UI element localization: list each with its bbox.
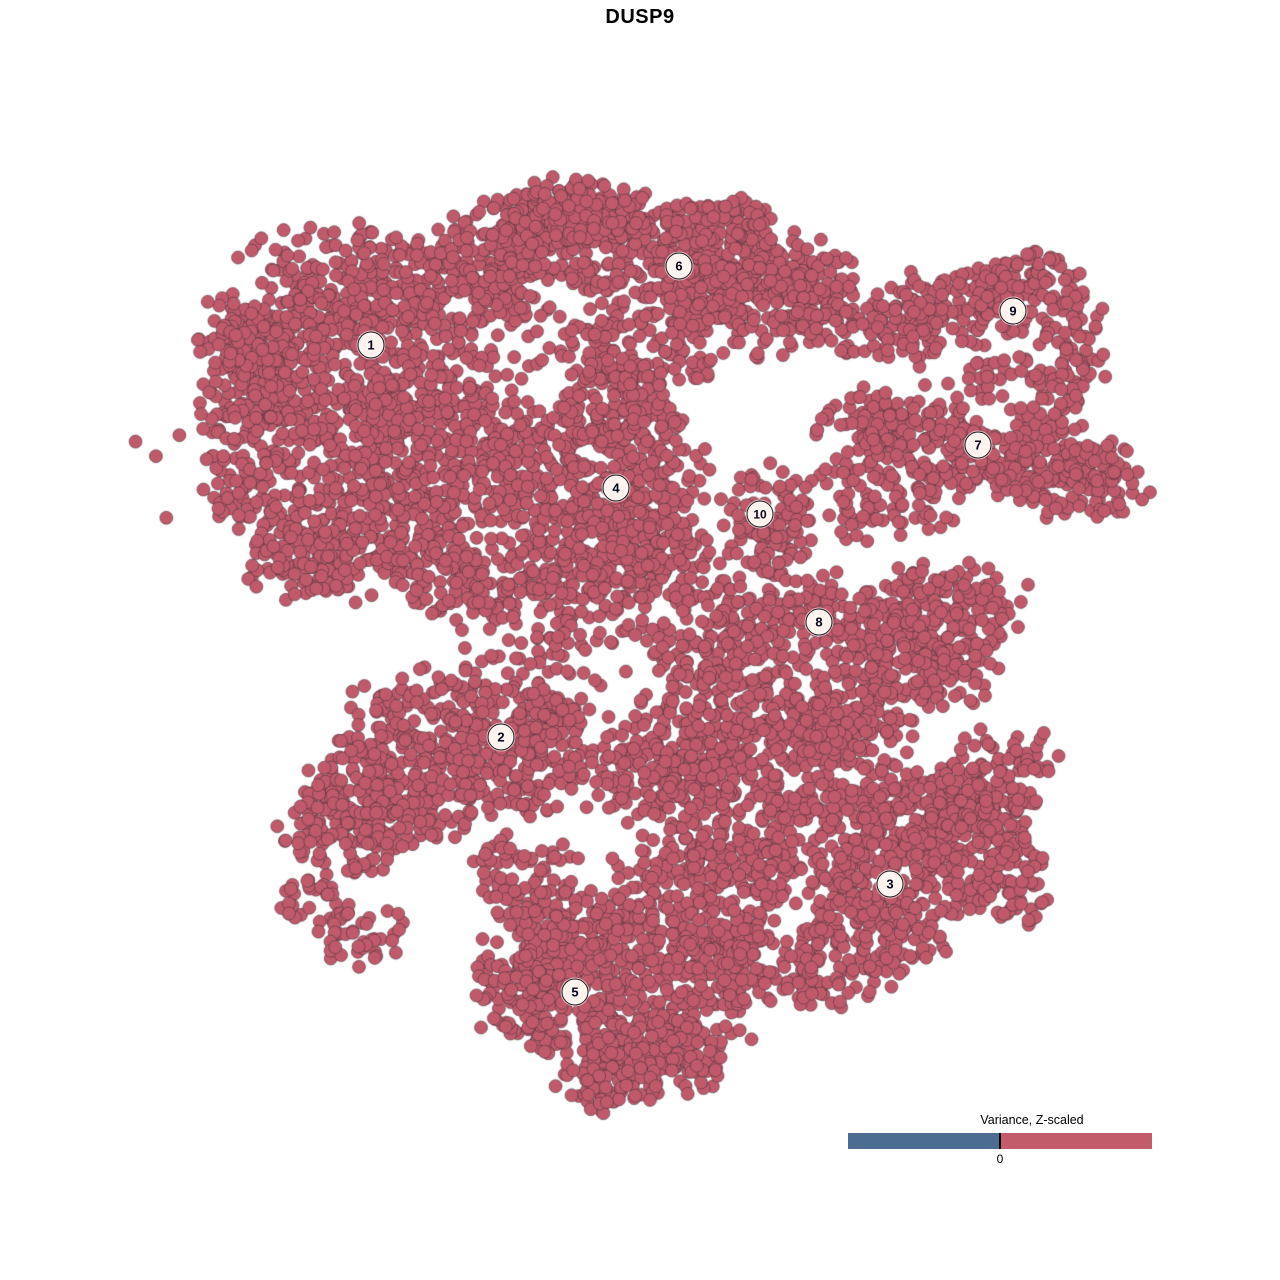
cluster-label-4: 4 [602,474,630,502]
page-title: DUSP9 [605,6,675,28]
cluster-label-3: 3 [876,870,904,898]
cluster-label-10: 10 [746,500,774,528]
cluster-label-7: 7 [964,431,992,459]
cluster-label-5: 5 [561,978,589,1006]
cluster-label-9: 9 [999,297,1027,325]
cluster-label-6: 6 [665,252,693,280]
cluster-label-8: 8 [805,608,833,636]
cluster-label-1: 1 [357,331,385,359]
cluster-label-2: 2 [487,723,515,751]
